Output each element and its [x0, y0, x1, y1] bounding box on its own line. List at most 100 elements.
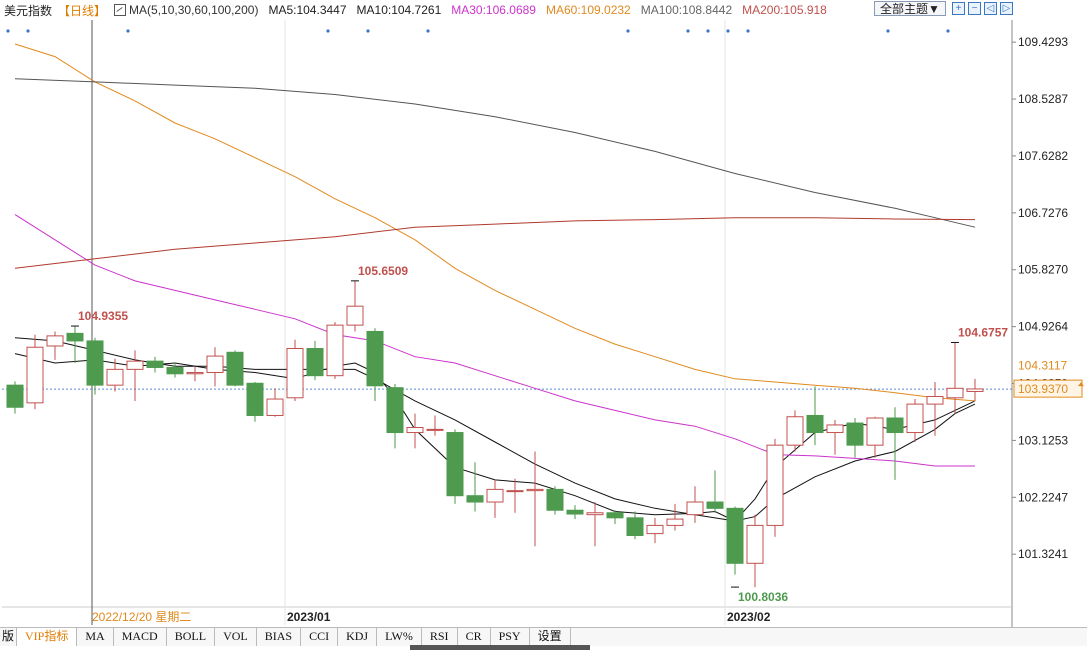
tab-vol[interactable]: VOL: [215, 628, 257, 646]
candle-body: [786, 416, 804, 446]
ma60-value: MA60:109.0232: [545, 3, 631, 17]
y-tick-label: 105.8270: [1018, 263, 1068, 277]
ma-params[interactable]: MA(5,10,30,60,100,200): [129, 3, 259, 17]
extreme-label: 105.6509: [358, 264, 408, 278]
candle-body: [886, 417, 904, 434]
chart-header: 美元指数 【日线】 MA(5,10,30,60,100,200) MA5:104…: [0, 0, 1087, 20]
candle-body: [246, 382, 264, 416]
event-dot: [706, 29, 710, 33]
candle-body: [906, 403, 924, 434]
tab-boll[interactable]: BOLL: [167, 628, 216, 646]
reference-price-label: 104.3117: [1018, 358, 1067, 372]
candle-body: [846, 422, 864, 446]
price-arrow-icon: [1078, 382, 1084, 387]
candle-body: [586, 512, 604, 516]
x-tick-label: 2023/01: [287, 610, 331, 624]
candle-body: [726, 507, 744, 564]
candle-body: [466, 495, 484, 503]
y-tick-label: 108.5287: [1018, 92, 1068, 106]
theme-selector[interactable]: 全部主题▼: [874, 1, 946, 16]
event-dot: [686, 29, 690, 33]
tab-macd[interactable]: MACD: [114, 628, 167, 646]
extreme-label: 100.8036: [738, 590, 788, 604]
tab-bias[interactable]: BIAS: [257, 628, 302, 646]
candle-body: [666, 518, 684, 526]
candle-body: [166, 366, 184, 375]
candle-body: [326, 324, 344, 377]
tab-psy[interactable]: PSY: [491, 628, 530, 646]
candle-body: [746, 524, 764, 564]
candle-body: [646, 524, 664, 535]
event-dot: [886, 29, 890, 33]
candle-body: [26, 346, 44, 404]
ma-line-ma5: [14, 353, 976, 522]
event-dot: [746, 29, 750, 33]
event-dot: [6, 29, 10, 33]
candle-body: [306, 348, 324, 377]
ma-line-ma30: [14, 214, 975, 467]
y-tick-label: 104.9264: [1018, 320, 1068, 334]
ma200-value: MA200:105.918: [742, 3, 827, 17]
candle-body: [526, 488, 544, 492]
event-dot: [946, 29, 950, 33]
candle-body: [566, 509, 584, 515]
candle-body: [106, 368, 124, 386]
zoom-in-button[interactable]: +: [952, 2, 965, 15]
y-tick-label: 109.4293: [1018, 35, 1068, 49]
candle-body: [46, 335, 64, 347]
candle-body: [386, 387, 404, 434]
ma-line-ma60: [14, 43, 976, 402]
event-dot: [366, 29, 370, 33]
tab-0[interactable]: 版: [0, 628, 18, 646]
tab-rsi[interactable]: RSI: [422, 628, 458, 646]
candle-body: [366, 330, 384, 387]
last-price-box: [1013, 379, 1083, 398]
extreme-label: 104.9355: [78, 309, 128, 323]
candle-body: [766, 444, 784, 526]
candle-body: [506, 490, 524, 493]
tab-vip[interactable]: VIP指标: [17, 628, 78, 646]
tab-cci[interactable]: CCI: [301, 628, 339, 646]
y-tick-label: 101.3241: [1018, 547, 1068, 561]
ma10-value: MA10:104.7261: [356, 3, 442, 17]
scroll-left-button[interactable]: ◁: [984, 2, 997, 15]
event-dot: [26, 29, 30, 33]
event-dot: [626, 29, 630, 33]
candle-body: [826, 424, 844, 434]
ma-indicator-icon[interactable]: [114, 4, 127, 16]
candle-body: [406, 426, 424, 434]
candle-body: [226, 351, 244, 386]
candle-body: [626, 517, 644, 537]
ma-line-ma100: [14, 78, 976, 228]
candle-body: [86, 340, 104, 386]
y-tick-label: 103.1253: [1018, 433, 1068, 447]
tab-cr[interactable]: CR: [458, 628, 491, 646]
zoom-out-button[interactable]: −: [968, 2, 981, 15]
candle-body: [546, 488, 564, 511]
tab-lw[interactable]: LW%: [377, 628, 422, 646]
candle-body: [6, 384, 24, 408]
candle-body: [266, 398, 284, 416]
tab-kdj[interactable]: KDJ: [338, 628, 378, 646]
scrollbar-thumb[interactable]: [410, 645, 590, 650]
candle-body: [426, 428, 444, 431]
tab-ma[interactable]: MA: [77, 628, 114, 646]
candle-body: [286, 348, 304, 399]
period-label[interactable]: 【日线】: [58, 3, 107, 18]
y-tick-label: 106.7276: [1018, 206, 1068, 220]
event-dot: [326, 29, 330, 33]
tab-settings[interactable]: 设置: [530, 628, 571, 646]
candle-body: [806, 414, 824, 434]
candle-body: [446, 432, 464, 497]
scroll-right-button[interactable]: ▷: [1000, 2, 1013, 15]
instrument-name: 美元指数: [4, 3, 53, 18]
candle-body: [346, 305, 364, 326]
candle-body: [66, 332, 84, 342]
ma5-value: MA5:104.3447: [268, 3, 347, 17]
candle-body: [486, 488, 504, 503]
candle-body: [126, 360, 144, 370]
candle-body: [146, 360, 164, 368]
candle-body: [866, 417, 884, 446]
ma-line-ma200: [14, 217, 976, 269]
